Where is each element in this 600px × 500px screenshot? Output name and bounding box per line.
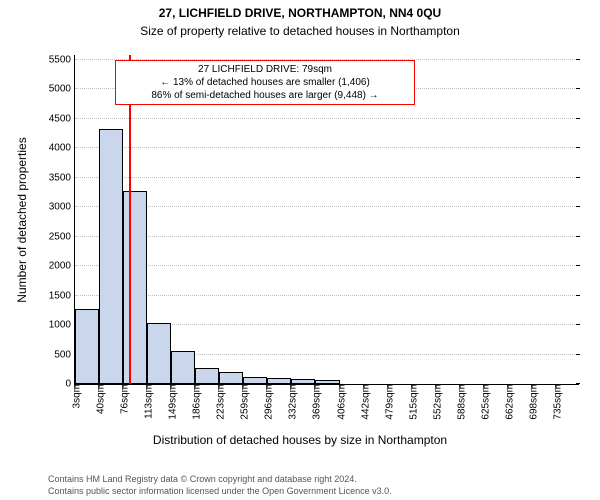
y-tick-mark [576,236,580,237]
y-axis-label: Number of detached properties [15,137,29,302]
chart-supertitle: 27, LICHFIELD DRIVE, NORTHAMPTON, NN4 0Q… [0,6,600,20]
histogram-bar [219,372,243,384]
y-tick-label: 2500 [49,231,75,242]
x-tick-label: 735sqm [548,384,563,420]
x-tick-label: 662sqm [500,384,515,420]
x-tick-label: 76sqm [116,384,131,414]
y-tick-mark [576,147,580,148]
gridline [75,118,579,119]
x-tick-label: 479sqm [380,384,395,420]
gridline [75,177,579,178]
histogram-bar [147,323,171,384]
y-tick-label: 3000 [49,202,75,213]
y-tick-mark [576,118,580,119]
histogram-bar [123,191,147,384]
chart-title: Size of property relative to detached ho… [0,24,600,38]
gridline [75,206,579,207]
gridline [75,295,579,296]
x-tick-label: 259sqm [236,384,251,420]
gridline [75,147,579,148]
y-tick-label: 5500 [49,54,75,65]
y-tick-mark [576,324,580,325]
y-tick-label: 3500 [49,172,75,183]
x-tick-label: 40sqm [92,384,107,414]
y-tick-mark [576,354,580,355]
histogram-bar [171,351,195,384]
x-tick-label: 442sqm [356,384,371,420]
y-tick-label: 500 [54,349,75,360]
chart-container: 27, LICHFIELD DRIVE, NORTHAMPTON, NN4 0Q… [0,0,600,500]
x-tick-label: 223sqm [212,384,227,420]
footer-line-1: Contains HM Land Registry data © Crown c… [48,474,357,484]
x-tick-label: 149sqm [164,384,179,420]
y-tick-mark [576,88,580,89]
x-tick-label: 186sqm [188,384,203,420]
y-tick-label: 4500 [49,113,75,124]
x-tick-label: 3sqm [68,384,83,408]
x-tick-label: 113sqm [140,384,155,419]
x-tick-label: 332sqm [284,384,299,420]
histogram-bar [267,378,291,384]
x-tick-label: 515sqm [404,384,419,420]
histogram-bar [243,377,267,384]
x-tick-label: 698sqm [524,384,539,420]
annotation-box: 27 LICHFIELD DRIVE: 79sqm← 13% of detach… [115,60,415,105]
y-tick-label: 2000 [49,261,75,272]
y-tick-label: 1000 [49,320,75,331]
histogram-bar [195,368,219,385]
y-tick-mark [576,59,580,60]
x-tick-label: 296sqm [260,384,275,420]
y-tick-mark [576,265,580,266]
annotation-line: 27 LICHFIELD DRIVE: 79sqm [122,63,408,76]
x-tick-label: 552sqm [428,384,443,420]
plot-area: 0500100015002000250030003500400045005000… [74,55,579,385]
footer-line-2: Contains public sector information licen… [48,486,392,496]
histogram-bar [315,380,339,384]
x-axis-label: Distribution of detached houses by size … [0,433,600,447]
x-tick-label: 406sqm [332,384,347,420]
gridline [75,265,579,266]
y-tick-label: 5000 [49,84,75,95]
histogram-bar [99,129,123,384]
x-tick-label: 369sqm [308,384,323,420]
annotation-line: 86% of semi-detached houses are larger (… [122,89,408,102]
y-tick-mark [576,295,580,296]
y-tick-mark [576,177,580,178]
histogram-bar [75,309,99,384]
x-tick-label: 625sqm [476,384,491,420]
gridline [75,236,579,237]
y-tick-mark [576,206,580,207]
histogram-bar [291,379,315,384]
y-tick-label: 4000 [49,143,75,154]
y-tick-mark [576,383,580,384]
annotation-line: ← 13% of detached houses are smaller (1,… [122,76,408,89]
y-tick-label: 1500 [49,290,75,301]
x-tick-label: 588sqm [452,384,467,420]
